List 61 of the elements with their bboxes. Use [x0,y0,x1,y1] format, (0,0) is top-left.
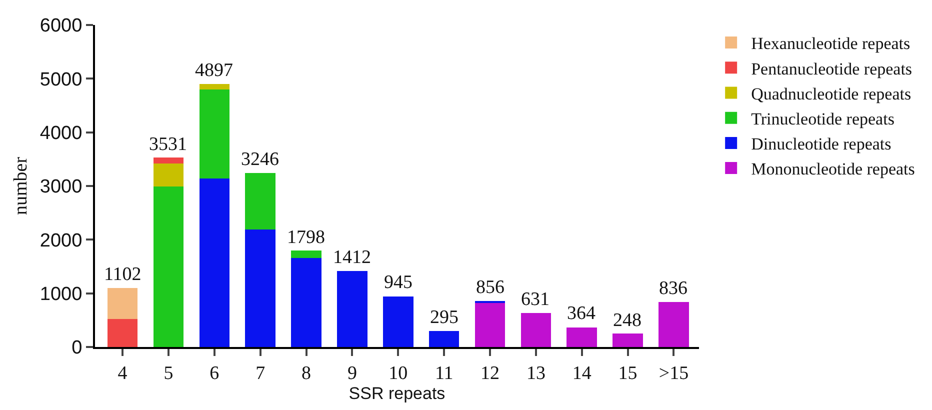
y-tick-label: 5000 [40,69,82,90]
bar [382,296,414,347]
x-tick-label: 7 [256,362,266,384]
total-label: 3246 [241,149,279,170]
total-label: 364 [567,303,596,324]
legend-label: Dinucleotide repeats [751,134,892,154]
total-label: 295 [430,307,458,328]
bar [245,172,276,230]
total-label: 3531 [149,134,187,155]
total-label: 4897 [195,60,233,81]
legend-label: Quadnucleotide repeats [751,84,912,104]
y-tick-label: 3000 [40,176,82,198]
y-tick-label: 0 [72,338,82,359]
y-tick-label: 1000 [40,284,82,305]
bar [153,158,184,164]
bar [337,271,368,347]
bar [658,302,689,347]
y-tick-label: 2000 [40,230,82,252]
y-tick-label: 6000 [40,16,82,37]
total-label: 856 [476,277,504,298]
bar [612,334,643,347]
legend-label: Hexanucleotide repeats [751,34,910,54]
bar [474,302,506,347]
bar [107,319,138,347]
total-label: 1102 [104,264,142,285]
bar [153,163,184,187]
bar [199,178,230,347]
total-label: 836 [659,278,688,299]
x-tick-label: 13 [526,362,546,384]
x-tick-label: 11 [434,362,454,384]
bar [520,313,552,347]
x-tick-label: 8 [302,362,312,384]
total-label: 631 [521,289,550,310]
x-tick-label: >15 [658,362,689,384]
y-axis-title: number [10,156,32,216]
x-tick-label: 4 [118,362,128,384]
x-tick-label: 5 [164,362,174,384]
bar [245,230,276,347]
x-tick-label: 15 [618,362,638,384]
total-label: 248 [613,310,642,331]
bar [199,89,230,178]
legend-label: Pentanucleotide repeats [751,59,912,78]
total-label: 1412 [333,247,371,268]
bar [291,258,322,347]
x-tick-label: 6 [210,362,220,384]
legend-label: Trinucleotide repeats [751,109,894,128]
x-tick-label: 12 [480,362,500,384]
bar [291,250,322,258]
bar [566,327,598,347]
bar [153,186,184,347]
total-label: 1798 [287,227,325,248]
x-tick-label: 14 [572,362,592,384]
total-label: 945 [384,272,412,293]
x-tick-label: 9 [347,362,357,384]
bar [428,331,460,347]
bar [107,288,138,320]
bar [199,84,230,90]
x-axis-title: SSR repeats [348,384,446,403]
y-tick-label: 4000 [40,122,82,144]
legend-label: Mononucleotide repeats [751,160,915,179]
x-tick-label: 10 [388,362,408,384]
